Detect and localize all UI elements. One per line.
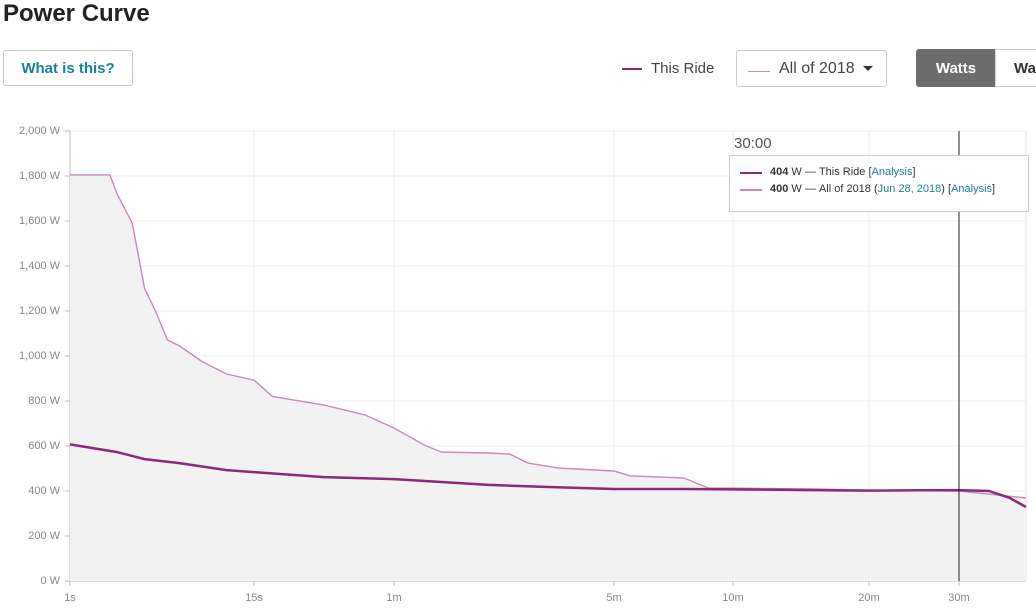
y-tick-label: 1,000 W — [19, 350, 61, 362]
help-button[interactable]: What is this? — [3, 50, 133, 86]
y-tick-label: 800 W — [28, 395, 60, 407]
y-tick-label: 2,000 W — [19, 125, 61, 137]
toggle-watts[interactable]: Watts — [916, 49, 996, 87]
y-tick-label: 200 W — [28, 530, 60, 542]
tooltip-swatch — [740, 188, 762, 191]
tooltip-link[interactable]: Analysis — [948, 181, 995, 198]
x-tick-label: 20m — [858, 592, 879, 604]
tooltip-unit: W — [791, 166, 802, 178]
tooltip-series: All of 2018 — [818, 183, 871, 195]
tooltip-value: 404 — [770, 166, 789, 178]
page-title: Power Curve — [3, 0, 150, 27]
y-tick-label: 400 W — [28, 485, 60, 497]
y-tick-label: 1,800 W — [19, 170, 61, 182]
tooltip: 404 W — This Ride Analysis400 W — All of… — [729, 155, 1029, 212]
cursor-label: 30:00 — [734, 135, 772, 152]
tooltip-sep: — — [804, 183, 816, 195]
tooltip-row: 400 W — All of 2018 Jun 28, 2018 Analysi… — [740, 181, 1018, 198]
y-tick-label: 600 W — [28, 440, 60, 452]
toggle-wkg[interactable]: Watts/kg — [995, 49, 1036, 87]
x-tick-label: 5m — [606, 592, 621, 604]
area — [70, 174, 1026, 581]
x-tick-label: 1s — [64, 592, 76, 604]
y-tick-label: 1,400 W — [19, 260, 61, 272]
tooltip-swatch — [740, 171, 762, 174]
range-dropdown[interactable]: All of 2018 — [736, 50, 887, 87]
x-tick-label: 30m — [948, 592, 969, 604]
y-tick-label: 1,200 W — [19, 305, 61, 317]
tooltip-link[interactable]: Analysis — [868, 164, 915, 181]
tooltip-sep: — — [804, 166, 816, 178]
tooltip-series: This Ride — [818, 166, 866, 178]
tooltip-row: 404 W — This Ride Analysis — [740, 164, 1018, 181]
tooltip-date[interactable]: Jun 28, 2018 — [874, 181, 945, 198]
tooltip-unit: W — [791, 183, 802, 195]
x-tick-label: 15s — [245, 592, 263, 604]
dropdown-label: All of 2018 — [779, 59, 855, 77]
tooltip-value: 400 — [770, 183, 789, 195]
x-tick-label: 10m — [722, 592, 743, 604]
legend-label: This Ride — [651, 60, 715, 77]
y-tick-label: 0 W — [40, 575, 60, 587]
x-tick-label: 1m — [386, 592, 401, 604]
series-line — [69, 443, 1027, 509]
y-tick-label: 1,600 W — [19, 215, 61, 227]
legend-item: This Ride — [622, 60, 714, 77]
